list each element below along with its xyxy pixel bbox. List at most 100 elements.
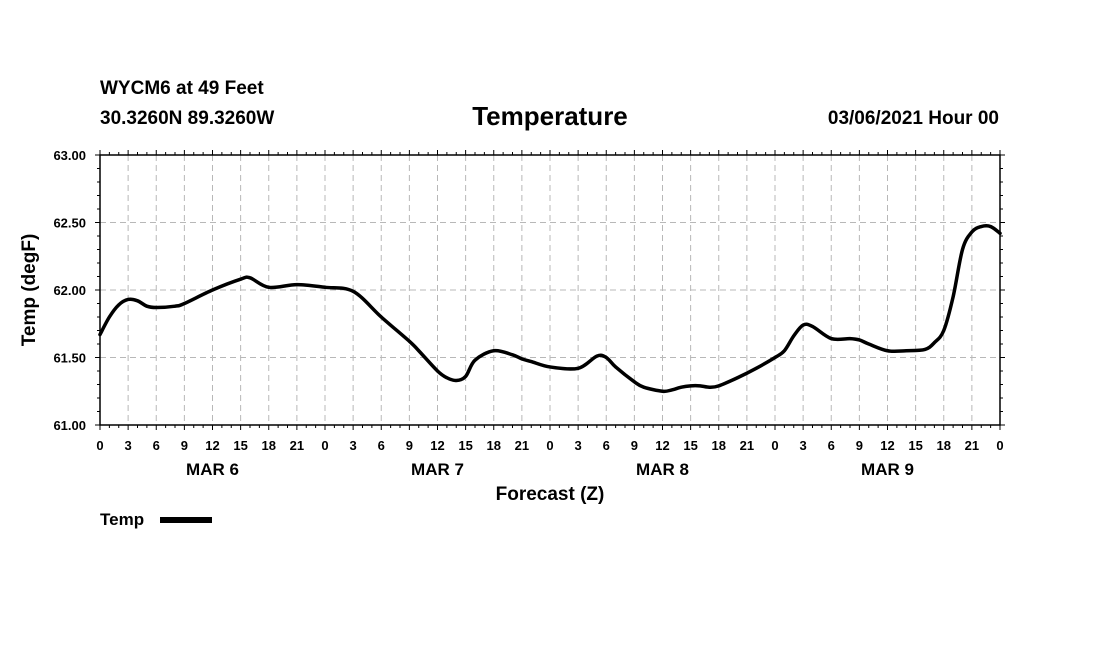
data-point: [211, 288, 214, 292]
data-point: [126, 297, 130, 301]
data-point: [689, 384, 693, 388]
x-tick-label: 12: [880, 438, 894, 453]
data-point: [886, 349, 889, 353]
grid-lines: [100, 155, 1000, 425]
day-labels: MAR 6 MAR 7 MAR 8 MAR 9: [186, 460, 914, 479]
series-line-temp: [98, 224, 1002, 394]
data-point: [576, 366, 580, 370]
x-tick-label: 12: [655, 438, 669, 453]
data-point: [323, 285, 327, 289]
data-point: [248, 276, 252, 280]
x-tick-label: 3: [350, 438, 357, 453]
y-tick-label: 62.50: [53, 216, 86, 231]
x-tick-label: 9: [856, 438, 863, 453]
data-point: [717, 384, 721, 388]
data-point: [989, 225, 993, 229]
day-label: MAR 8: [636, 460, 689, 479]
data-point: [529, 360, 533, 364]
x-tick-label: 21: [740, 438, 754, 453]
data-point: [173, 304, 177, 308]
y-tick-label: 63.00: [53, 148, 86, 163]
data-point: [792, 334, 796, 338]
x-tick-label: 9: [406, 438, 413, 453]
legend-label: Temp: [100, 510, 144, 529]
x-tick-label: 0: [546, 438, 553, 453]
x-axis-ticks: 0 3 6 9 12 15 18 21 0 3 6 9 12 15 18 21 0 3 6 9 12 15 18 21 0 3 6 9…: [96, 150, 1004, 453]
data-point: [595, 354, 599, 358]
data-point: [632, 380, 636, 384]
data-point: [904, 349, 908, 353]
x-tick-label: 0: [771, 438, 778, 453]
x-tick-label: 12: [205, 438, 219, 453]
data-point: [548, 365, 552, 369]
x-tick-label: 21: [965, 438, 979, 453]
x-tick-label: 18: [262, 438, 276, 453]
datetime-label: 03/06/2021 Hour 00: [828, 108, 999, 129]
data-point: [970, 230, 974, 234]
data-point: [811, 324, 814, 328]
day-label: MAR 7: [411, 460, 464, 479]
x-tick-label: 3: [575, 438, 582, 453]
data-point: [117, 303, 121, 307]
y-tick-label: 62.00: [53, 283, 86, 298]
data-point: [867, 342, 871, 346]
x-tick-label: 3: [125, 438, 132, 453]
data-point: [829, 337, 833, 341]
x-tick-label: 12: [430, 438, 444, 453]
data-point: [932, 341, 936, 345]
x-tick-label: 6: [828, 438, 835, 453]
data-point: [801, 323, 805, 327]
data-point: [145, 304, 149, 308]
location-label: 30.3260N 89.3260W: [100, 108, 274, 129]
data-point: [642, 385, 646, 389]
x-tick-label: 0: [96, 438, 103, 453]
data-point: [773, 356, 777, 359]
x-tick-label: 21: [515, 438, 529, 453]
x-tick-label: 6: [378, 438, 385, 453]
data-point: [661, 389, 664, 393]
legend: Temp: [100, 510, 212, 529]
data-point: [351, 289, 355, 293]
data-point: [154, 306, 158, 310]
data-point: [379, 315, 383, 319]
x-tick-label: 0: [321, 438, 328, 453]
y-tick-label: 61.00: [53, 418, 86, 433]
x-tick-label: 15: [908, 438, 922, 453]
day-label: MAR 9: [861, 460, 914, 479]
data-point: [679, 385, 683, 389]
y-tick-label: 61.50: [53, 351, 86, 366]
data-point: [445, 376, 449, 380]
data-point: [454, 378, 458, 382]
chart-title: Temperature: [472, 101, 628, 131]
day-label: MAR 6: [186, 460, 239, 479]
data-point: [848, 337, 852, 341]
data-point: [923, 347, 927, 351]
data-point: [436, 369, 439, 373]
plot-frame: [99, 154, 1001, 426]
data-point: [520, 357, 524, 361]
data-point: [107, 315, 111, 319]
data-point: [942, 329, 946, 332]
data-point: [267, 285, 271, 289]
data-point: [670, 388, 674, 392]
data-point: [707, 385, 711, 389]
data-point: [951, 295, 955, 299]
x-axis-title: Forecast (Z): [496, 484, 605, 505]
data-point: [754, 366, 758, 370]
x-tick-label: 15: [458, 438, 472, 453]
data-point: [736, 376, 739, 380]
data-point: [604, 356, 608, 359]
data-point: [857, 338, 861, 342]
x-tick-label: 18: [712, 438, 726, 453]
series-group: [98, 224, 1002, 394]
data-point: [961, 248, 964, 251]
x-tick-label: 6: [603, 438, 610, 453]
x-tick-label: 15: [233, 438, 247, 453]
x-tick-label: 21: [290, 438, 304, 453]
data-point: [407, 339, 411, 343]
y-axis-ticks: 61.00 61.50 62.00 62.50 63.00: [53, 148, 1005, 433]
x-tick-label: 18: [487, 438, 501, 453]
x-tick-label: 15: [683, 438, 697, 453]
data-point: [239, 277, 243, 281]
